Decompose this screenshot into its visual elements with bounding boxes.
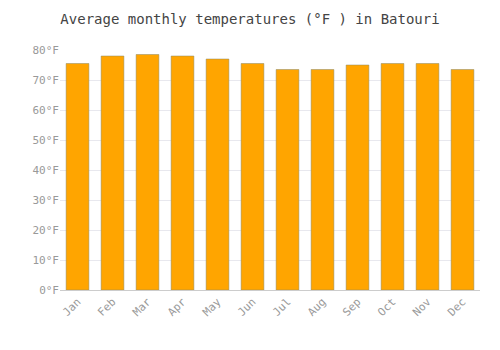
svg-text:30°F: 30°F <box>33 194 60 207</box>
svg-text:70°F: 70°F <box>33 74 60 87</box>
svg-text:Apr: Apr <box>165 295 189 319</box>
svg-text:Dec: Dec <box>445 296 468 319</box>
svg-text:May: May <box>200 295 224 319</box>
svg-text:Jan: Jan <box>60 296 83 319</box>
svg-text:Sep: Sep <box>340 296 363 319</box>
svg-text:20°F: 20°F <box>33 224 60 237</box>
svg-text:Mar: Mar <box>130 295 154 319</box>
svg-text:10°F: 10°F <box>33 254 60 267</box>
svg-text:Average monthly temperatures (: Average monthly temperatures (°F ) in Ba… <box>60 11 439 27</box>
svg-text:Jul: Jul <box>270 296 293 319</box>
svg-text:50°F: 50°F <box>33 134 60 147</box>
svg-text:40°F: 40°F <box>33 164 60 177</box>
svg-text:Nov: Nov <box>410 295 434 319</box>
svg-text:60°F: 60°F <box>33 104 60 117</box>
svg-text:80°F: 80°F <box>33 44 60 57</box>
svg-text:0°F: 0°F <box>39 284 59 297</box>
svg-text:Aug: Aug <box>305 296 328 319</box>
svg-text:Oct: Oct <box>375 296 398 319</box>
svg-text:Feb: Feb <box>95 296 118 319</box>
svg-text:Jun: Jun <box>235 296 258 319</box>
